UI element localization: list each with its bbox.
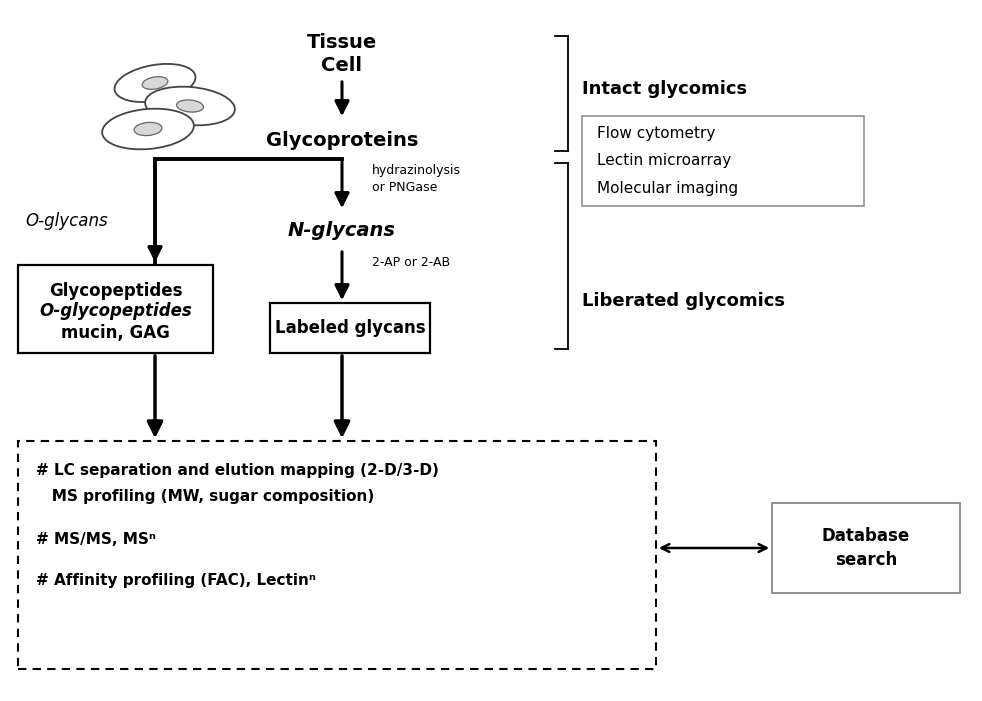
FancyBboxPatch shape xyxy=(18,265,213,353)
Text: # Affinity profiling (FAC), Lectinⁿ: # Affinity profiling (FAC), Lectinⁿ xyxy=(36,573,316,589)
Ellipse shape xyxy=(142,76,168,89)
Ellipse shape xyxy=(177,100,203,112)
Text: O-glycopeptides: O-glycopeptides xyxy=(39,302,191,320)
Text: Molecular imaging: Molecular imaging xyxy=(597,180,738,196)
Text: O-glycans: O-glycans xyxy=(25,212,108,230)
Text: hydrazinolysis
or PNGase: hydrazinolysis or PNGase xyxy=(372,164,461,193)
Text: Labeled glycans: Labeled glycans xyxy=(275,319,425,337)
FancyBboxPatch shape xyxy=(270,303,430,353)
Ellipse shape xyxy=(102,109,193,149)
Ellipse shape xyxy=(115,64,195,102)
Text: MS profiling (MW, sugar composition): MS profiling (MW, sugar composition) xyxy=(36,489,374,503)
Text: # MS/MS, MSⁿ: # MS/MS, MSⁿ xyxy=(36,531,156,547)
Text: Intact glycomics: Intact glycomics xyxy=(582,80,747,98)
Text: Glycopeptides: Glycopeptides xyxy=(49,282,183,300)
FancyBboxPatch shape xyxy=(772,503,960,593)
Text: Database
search: Database search xyxy=(822,527,910,569)
Text: Liberated glycomics: Liberated glycomics xyxy=(582,292,785,310)
Text: Lectin microarray: Lectin microarray xyxy=(597,154,732,168)
Text: N-glycans: N-glycans xyxy=(288,222,396,240)
Text: Tissue
Cell: Tissue Cell xyxy=(306,33,377,75)
Text: # LC separation and elution mapping (2-D/3-D): # LC separation and elution mapping (2-D… xyxy=(36,463,439,479)
Bar xyxy=(18,441,656,669)
Text: Flow cytometry: Flow cytometry xyxy=(597,126,715,142)
Text: mucin, GAG: mucin, GAG xyxy=(61,324,170,342)
Ellipse shape xyxy=(134,123,162,135)
FancyBboxPatch shape xyxy=(582,116,864,206)
Text: Glycoproteins: Glycoproteins xyxy=(266,132,418,151)
Ellipse shape xyxy=(145,87,235,125)
Text: 2-AP or 2-AB: 2-AP or 2-AB xyxy=(372,257,450,269)
